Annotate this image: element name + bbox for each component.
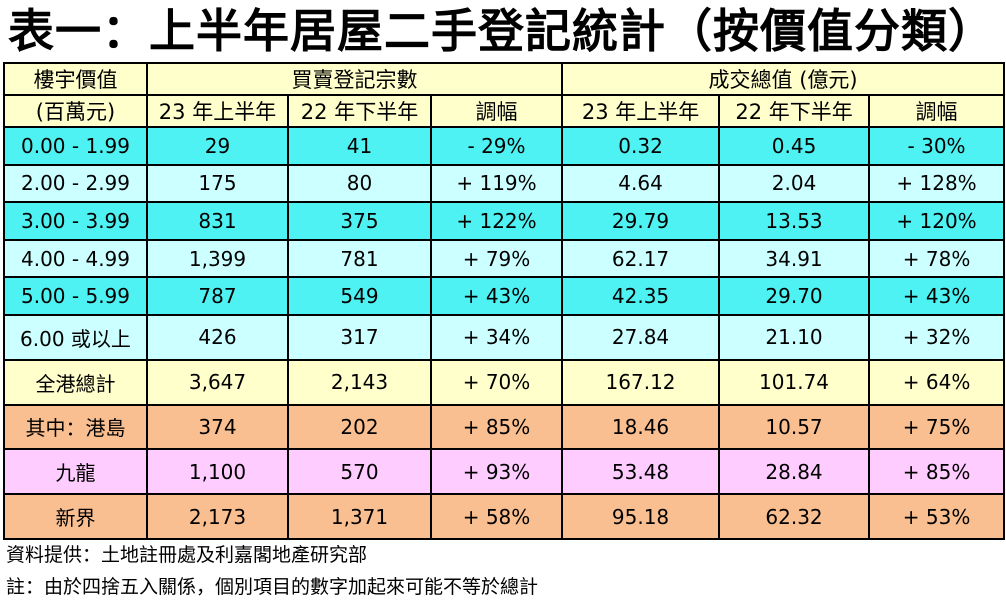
row-label: 新界 xyxy=(3,493,148,540)
table-cell: 28.84 xyxy=(718,448,871,496)
row-label: 0.00 - 1.99 xyxy=(3,126,148,166)
header-row-1: 樓宇價值 買賣登記宗數 成交總值 (億元) xyxy=(3,62,1006,96)
table-cell: + 122% xyxy=(429,201,564,241)
table-cell: + 119% xyxy=(429,163,564,204)
table-cell: 375 xyxy=(287,201,432,241)
table-body: 0.00 - 1.99 29 41- 29% 0.32 0.45- 30% 2.00 - … xyxy=(3,126,1006,540)
table-cell: + 128% xyxy=(868,163,1006,204)
row-label: 全港總計 xyxy=(3,358,148,406)
table-cell: + 53% xyxy=(868,493,1006,540)
table-row: 全港總計 3,647 2,143 + 70% 167.12 101.74 + 64% xyxy=(3,358,1006,406)
table-cell: 0.32 xyxy=(561,126,721,166)
table-row: 4.00 - 4.99 1,399 781 + 79% 62.17 34.91 + 78% xyxy=(3,238,1006,279)
row-label: 4.00 - 4.99 xyxy=(3,238,148,279)
table-cell: + 34% xyxy=(429,313,564,361)
table-cell: + 43% xyxy=(868,276,1006,316)
table-cell: - 30% xyxy=(868,126,1006,166)
header-sub: 調幅 xyxy=(429,94,564,128)
table-cell: 101.74 xyxy=(718,358,871,406)
row-label: 2.00 - 2.99 xyxy=(3,163,148,204)
table-row: 3.00 - 3.99 831 375 + 122% 29.79 13.53 + 120% xyxy=(3,201,1006,241)
table-cell: 95.18 xyxy=(561,493,721,540)
source-note: 資料提供：土地註冊處及利嘉閣地產研究部 xyxy=(6,544,368,566)
row-label: 3.00 - 3.99 xyxy=(3,201,148,241)
table-cell: + 85% xyxy=(868,448,1006,496)
table-cell: 21.10 xyxy=(718,313,871,361)
table-cell: 29 xyxy=(146,126,289,166)
table-cell: 0.45 xyxy=(718,126,871,166)
table-cell: 62.17 xyxy=(561,238,721,279)
table-cell: 2,173 xyxy=(146,493,289,540)
table-row: 5.00 - 5.99 787 549 + 43% 42.35 29.70 + 43% xyxy=(3,276,1006,316)
table-cell: 374 xyxy=(146,403,289,451)
table-cell: + 79% xyxy=(429,238,564,279)
table-row: 6.00 或以上 426 317 + 34% 27.84 21.10 + 32% xyxy=(3,313,1006,361)
table-cell: + 75% xyxy=(868,403,1006,451)
row-label: 5.00 - 5.99 xyxy=(3,276,148,316)
table-cell: 549 xyxy=(287,276,432,316)
table-cell: 2,143 xyxy=(287,358,432,406)
header-sub: 調幅 xyxy=(868,94,1006,128)
table-row: 新界 2,173 1,371 + 58% 95.18 62.32 + 53% xyxy=(3,493,1006,540)
table-cell: 202 xyxy=(287,403,432,451)
header-sub: 23 年上半年 xyxy=(561,94,721,128)
table-cell: 3,647 xyxy=(146,358,289,406)
row-label: 6.00 或以上 xyxy=(3,313,148,361)
table-cell: 175 xyxy=(146,163,289,204)
table-cell: + 85% xyxy=(429,403,564,451)
table-cell: - 29% xyxy=(429,126,564,166)
table-cell: 317 xyxy=(287,313,432,361)
table-cell: 787 xyxy=(146,276,289,316)
table-cell: 27.84 xyxy=(561,313,721,361)
table-cell: + 78% xyxy=(868,238,1006,279)
header-row-2: (百萬元) 23 年上半年 22 年下半年 調幅 23 年上半年 22 年下半年… xyxy=(3,94,1006,128)
header-unit: (百萬元) xyxy=(3,94,148,128)
table-cell: 80 xyxy=(287,163,432,204)
table-row: 0.00 - 1.99 29 41- 29% 0.32 0.45- 30% xyxy=(3,126,1006,166)
table-cell: 41 xyxy=(287,126,432,166)
table-cell: + 64% xyxy=(868,358,1006,406)
table-cell: 4.64 xyxy=(561,163,721,204)
table-title: 表一：上半年居屋二手登記統計（按價值分類） xyxy=(8,4,995,58)
table-cell: 781 xyxy=(287,238,432,279)
table-cell: 1,100 xyxy=(146,448,289,496)
table-cell: 831 xyxy=(146,201,289,241)
header-value-range: 樓宇價值 xyxy=(3,62,148,96)
header-group-value: 成交總值 (億元) xyxy=(561,62,1006,96)
table-cell: 2.04 xyxy=(718,163,871,204)
header-group-transactions: 買賣登記宗數 xyxy=(145,62,564,96)
table-cell: 42.35 xyxy=(561,276,721,316)
table-cell: 1,371 xyxy=(287,493,432,540)
table-cell: + 58% xyxy=(429,493,564,540)
table-cell: 1,399 xyxy=(146,238,289,279)
rounding-note: 註：由於四捨五入關係，個別項目的數字加起來可能不等於總計 xyxy=(6,576,539,598)
header-sub: 23 年上半年 xyxy=(146,94,289,128)
table-cell: 62.32 xyxy=(718,493,871,540)
table-row: 九龍 1,100 570 + 93% 53.48 28.84 + 85% xyxy=(3,448,1006,496)
row-label: 其中：港島 xyxy=(3,403,148,451)
table-cell: 29.70 xyxy=(718,276,871,316)
table-row: 2.00 - 2.99 175 80 + 119% 4.64 2.04 + 128% xyxy=(3,163,1006,204)
table-cell: + 43% xyxy=(429,276,564,316)
table-cell: 29.79 xyxy=(561,201,721,241)
table-row: 其中：港島 374 202 + 85% 18.46 10.57 + 75% xyxy=(3,403,1006,451)
table-cell: 10.57 xyxy=(718,403,871,451)
header-sub: 22 年下半年 xyxy=(287,94,432,128)
table-cell: + 120% xyxy=(868,201,1006,241)
table-cell: 426 xyxy=(146,313,289,361)
table-cell: + 32% xyxy=(868,313,1006,361)
table-cell: + 70% xyxy=(429,358,564,406)
table-cell: 13.53 xyxy=(718,201,871,241)
table-cell: 167.12 xyxy=(561,358,721,406)
table-cell: 18.46 xyxy=(561,403,721,451)
table-cell: 570 xyxy=(287,448,432,496)
data-table: 樓宇價值 買賣登記宗數 成交總值 (億元) (百萬元) 23 年上半年 22 年… xyxy=(3,62,1006,540)
row-label: 九龍 xyxy=(3,448,148,496)
table-cell: + 93% xyxy=(429,448,564,496)
table-cell: 34.91 xyxy=(718,238,871,279)
header-sub: 22 年下半年 xyxy=(718,94,871,128)
table-cell: 53.48 xyxy=(561,448,721,496)
